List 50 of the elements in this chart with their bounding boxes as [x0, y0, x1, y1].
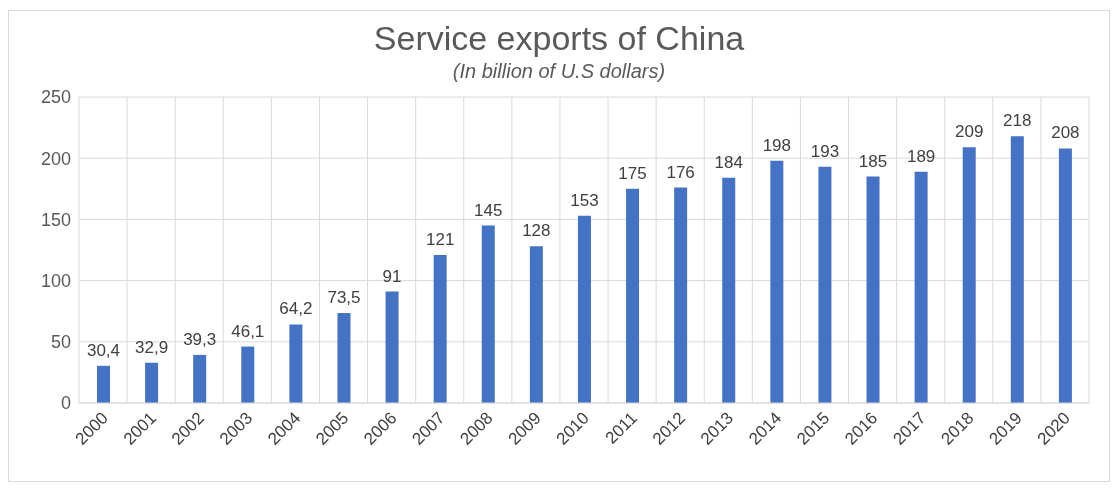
y-tick-label: 100: [40, 270, 71, 291]
data-label: 175: [618, 163, 647, 183]
chart-subtitle: (In billion of U.S dollars): [451, 60, 667, 83]
bar: [866, 176, 880, 403]
bar: [1010, 136, 1024, 403]
y-tick-label: 150: [40, 209, 71, 230]
y-tick-label: 0: [60, 393, 71, 414]
data-label: 184: [714, 152, 743, 172]
bar: [962, 147, 976, 403]
bar: [241, 346, 255, 403]
data-label: 64,2: [279, 299, 313, 319]
data-label: 209: [955, 122, 984, 142]
y-tick-label: 200: [40, 148, 71, 169]
data-label: 73,5: [327, 288, 361, 308]
y-tick-label: 50: [50, 332, 71, 353]
data-label: 91: [382, 266, 402, 286]
data-label: 128: [522, 221, 551, 241]
bar: [626, 188, 640, 403]
bar: [337, 313, 351, 403]
bar: [433, 254, 447, 403]
bar: [577, 215, 591, 403]
data-label: 198: [762, 135, 792, 155]
data-label: 208: [1051, 123, 1080, 143]
bar: [529, 246, 543, 403]
data-label: 121: [425, 229, 455, 249]
bar: [1058, 148, 1072, 403]
bar: [481, 225, 495, 403]
data-label: 189: [906, 146, 936, 166]
data-label: 46,1: [231, 321, 265, 341]
y-tick-label: 250: [40, 87, 71, 108]
bar: [385, 291, 399, 403]
chart-title: Service exports of China: [372, 19, 746, 58]
data-label: 153: [570, 190, 599, 210]
bar: [722, 177, 736, 403]
data-label: 30,4: [86, 340, 121, 360]
bar: [145, 362, 159, 403]
bar: [289, 324, 303, 403]
bar: [770, 160, 784, 403]
data-label: 32,9: [135, 337, 169, 357]
data-label: 193: [810, 141, 840, 161]
data-label: 218: [1003, 111, 1032, 131]
bar: [97, 365, 110, 403]
bar: [914, 171, 928, 403]
data-label: 145: [474, 200, 503, 220]
bar: [818, 166, 832, 403]
data-label: 176: [666, 162, 695, 182]
data-label: 185: [858, 151, 888, 171]
data-label: 39,3: [183, 329, 217, 349]
bar: [674, 187, 688, 403]
bar: [193, 354, 207, 403]
